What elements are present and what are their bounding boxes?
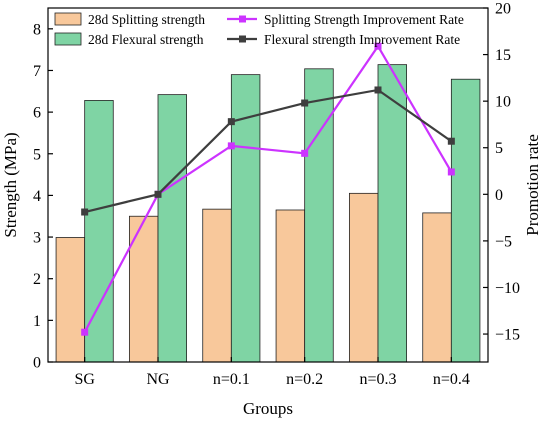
y-tick-label: 5 (33, 146, 41, 163)
bar-28d-flexural-strength-n-0-4 (450, 78, 481, 363)
point-flexural-strength-improvement-rate-sg (81, 208, 89, 216)
y-tick-label: 3 (33, 230, 41, 247)
axes-layer: 0 1 2 3 4 5 6 7 8 −15 −10 −5 0 5 10 15 20 SG NG n=0.1 n=0.2 n… (33, 1, 520, 389)
x-tick-label: n=0.4 (433, 371, 470, 388)
line-flexural-strength-improvement-rate (84, 88, 452, 214)
bar-28d-flexural-strength-sg (84, 100, 114, 363)
y2-tick-label: 20 (495, 1, 511, 18)
x-tick-label: n=0.3 (359, 371, 396, 388)
point-flexural-strength-improvement-rate-n-0-1 (227, 118, 235, 126)
x-axis-title: Groups (243, 399, 293, 418)
legend: 28d Splitting strength 28d Flexural stren… (54, 12, 464, 47)
y-tick-label: 4 (33, 188, 41, 205)
legend-swatch-28d-splitting-strength (54, 12, 82, 26)
legend-label-flexural-strength-improvement-rate: Flexural strength Improvement Rate (264, 32, 460, 47)
legend-label-28d-splitting-strength: 28d Splitting strength (88, 12, 205, 27)
bar-28d-splitting-strength-n-0-3 (348, 192, 379, 363)
point-flexural-strength-improvement-rate-n-0-2 (301, 99, 309, 107)
line-splitting-strength-improvement-rate (83, 44, 453, 333)
point-flexural-strength-improvement-rate-n-0-3 (374, 86, 382, 94)
legend-label-splitting-strength-improvement-rate: Splitting Strength Improvement Rate (264, 12, 464, 27)
y2-tick-label: 10 (495, 94, 511, 111)
x-tick-label: n=0.2 (286, 371, 323, 388)
y-tick-label: 8 (33, 21, 41, 38)
y2-tick-label: −15 (495, 327, 520, 344)
x-tick-label: n=0.1 (213, 371, 250, 388)
legend-marker-splitting-strength-improvement-rate (239, 15, 246, 23)
x-tick-label: SG (74, 371, 95, 388)
legend-swatch-28d-flexural-strength (54, 32, 82, 46)
point-splitting-strength-improvement-rate-sg (81, 328, 89, 336)
y2-tick-label: 0 (495, 187, 503, 204)
bar-28d-splitting-strength-sg (55, 237, 86, 363)
legend-label-28d-flexural-strength: 28d Flexural strength (88, 32, 204, 47)
legend-marker-flexural-strength-improvement-rate (239, 35, 246, 43)
y-tick-label: 2 (33, 271, 41, 288)
y-tick-label: 7 (33, 63, 41, 80)
point-splitting-strength-improvement-rate-n-0-1 (227, 142, 235, 150)
point-splitting-strength-improvement-rate-n-0-2 (301, 149, 309, 157)
point-flexural-strength-improvement-rate-n-0-4 (447, 137, 455, 145)
plot-frame (47, 7, 489, 363)
bar-28d-splitting-strength-n-0-4 (422, 212, 452, 363)
bar-28d-flexural-strength-n-0-3 (377, 64, 408, 363)
y-tick-label: 6 (33, 105, 41, 122)
x-tick-label: NG (146, 371, 170, 388)
y-axis-title: Strength (MPa) (1, 132, 20, 237)
y2-axis-title: Promotion rate (523, 134, 542, 236)
y2-tick-label: −10 (495, 280, 520, 297)
bars-layer (55, 64, 481, 363)
y2-tick-label: 15 (495, 47, 511, 64)
point-splitting-strength-improvement-rate-n-0-3 (374, 42, 382, 50)
point-flexural-strength-improvement-rate-ng (154, 190, 162, 198)
y2-tick-label: 5 (495, 140, 503, 157)
y-tick-label: 1 (33, 313, 41, 330)
bar-28d-splitting-strength-n-0-2 (275, 209, 306, 363)
lines-layer (81, 42, 455, 336)
bar-28d-flexural-strength-ng (157, 94, 188, 363)
y-tick-label: 0 (33, 355, 41, 372)
bar-28d-flexural-strength-n-0-1 (230, 74, 261, 363)
y2-tick-label: −5 (495, 233, 512, 250)
bar-28d-flexural-strength-n-0-2 (304, 68, 334, 363)
bar-28d-splitting-strength-n-0-1 (202, 208, 232, 363)
point-splitting-strength-improvement-rate-n-0-4 (447, 168, 455, 176)
